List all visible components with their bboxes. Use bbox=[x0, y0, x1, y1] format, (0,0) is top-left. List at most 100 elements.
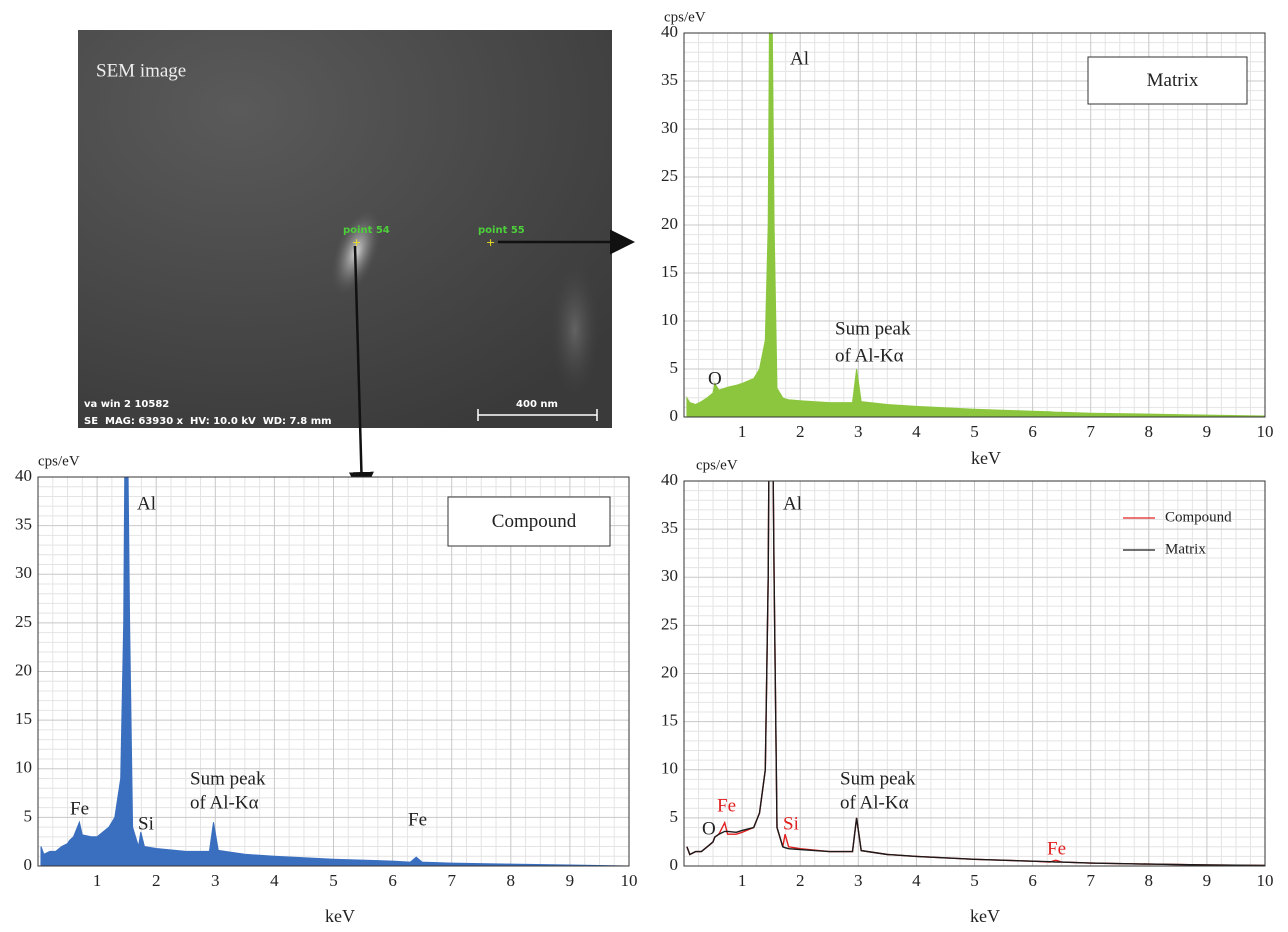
x-tick-label: 7 bbox=[1086, 871, 1095, 890]
x-tick-label: 1 bbox=[738, 871, 747, 890]
x-tick-label: 3 bbox=[854, 422, 863, 441]
sem-image: SEM image point 54 + point 55 + va win 2… bbox=[78, 30, 612, 428]
x-tick-label: 5 bbox=[329, 871, 338, 890]
y-tick-label: 0 bbox=[670, 406, 679, 425]
x-tick-label: 8 bbox=[507, 871, 516, 890]
x-tick-label: 7 bbox=[1086, 422, 1095, 441]
y-tick-label: 0 bbox=[670, 855, 679, 874]
plot-frame bbox=[37, 476, 630, 867]
y-tick-label: 35 bbox=[661, 70, 678, 89]
sem-title: SEM image bbox=[96, 60, 186, 81]
x-axis-label: keV bbox=[325, 906, 355, 926]
legend-box bbox=[447, 496, 611, 547]
annotation: Fe bbox=[408, 809, 427, 830]
x-tick-label: 10 bbox=[621, 871, 638, 890]
x-axis-label: keV bbox=[970, 906, 1000, 926]
annotation: Sum peak bbox=[835, 318, 911, 339]
annotation: O bbox=[708, 368, 722, 389]
y-tick-label: 20 bbox=[15, 660, 32, 679]
x-tick-label: 6 bbox=[1028, 871, 1037, 890]
x-tick-label: 1 bbox=[93, 871, 102, 890]
x-tick-label: 9 bbox=[1203, 871, 1212, 890]
y-axis-label: cps/eV bbox=[664, 9, 706, 25]
x-tick-label: 6 bbox=[1028, 422, 1037, 441]
point-label: point 54 bbox=[343, 225, 390, 236]
sem-info: va win 2 10582 bbox=[84, 399, 169, 410]
area bbox=[40, 477, 629, 866]
x-tick-label: 5 bbox=[970, 871, 979, 890]
sem-info: SE MAG: 63930 x HV: 10.0 kV WD: 7.8 mm bbox=[84, 416, 332, 427]
annotation: Al bbox=[137, 493, 156, 514]
x-tick-label: 8 bbox=[1145, 422, 1154, 441]
x-tick-label: 3 bbox=[211, 871, 220, 890]
legend-label: Compound bbox=[492, 511, 577, 532]
y-tick-label: 15 bbox=[661, 262, 678, 281]
y-tick-label: 30 bbox=[661, 566, 678, 585]
x-tick-label: 6 bbox=[388, 871, 397, 890]
y-tick-label: 40 bbox=[661, 470, 678, 489]
annotation: Fe bbox=[717, 795, 736, 816]
y-tick-label: 30 bbox=[661, 118, 678, 137]
annotation: Sum peak bbox=[190, 768, 266, 789]
arrow bbox=[348, 245, 374, 497]
y-tick-label: 30 bbox=[15, 563, 32, 582]
x-tick-label: 10 bbox=[1257, 422, 1274, 441]
sem-feature bbox=[550, 260, 600, 400]
chart: 1 2 3 4 5 6 7 8 9 10 0 5 10 15 20 25 30 35 40 cps/eV keV Comp… bbox=[661, 457, 1274, 926]
x-tick-label: 3 bbox=[854, 871, 863, 890]
x-tick-label: 7 bbox=[447, 871, 456, 890]
x-tick-label: 4 bbox=[912, 422, 921, 441]
x-tick-label: 4 bbox=[270, 871, 279, 890]
point-marker: + bbox=[486, 236, 495, 249]
x-tick-label: 9 bbox=[1203, 422, 1212, 441]
point-marker: + bbox=[352, 236, 361, 249]
x-tick-label: 2 bbox=[152, 871, 161, 890]
y-tick-label: 15 bbox=[15, 709, 32, 728]
y-tick-label: 40 bbox=[661, 22, 678, 41]
y-tick-label: 40 bbox=[15, 466, 32, 485]
y-tick-label: 5 bbox=[670, 807, 679, 826]
annotation: Si bbox=[783, 813, 799, 834]
annotation: Al bbox=[790, 48, 809, 69]
point-label: point 55 bbox=[478, 225, 525, 236]
y-axis-label: cps/eV bbox=[38, 453, 80, 469]
annotation: Fe bbox=[1047, 838, 1066, 859]
chart: 1 2 3 4 5 6 7 8 9 10 0 5 10 15 20 25 30 35 40 cps/eV keV Comp… bbox=[15, 453, 638, 926]
plot-frame bbox=[683, 480, 1266, 867]
y-tick-label: 20 bbox=[661, 662, 678, 681]
annotation: Si bbox=[138, 813, 154, 834]
x-tick-label: 5 bbox=[970, 422, 979, 441]
y-tick-label: 25 bbox=[15, 612, 32, 631]
y-tick-label: 10 bbox=[661, 759, 678, 778]
x-tick-label: 4 bbox=[912, 871, 921, 890]
y-tick-label: 35 bbox=[15, 515, 32, 534]
scale-bar-label: 400 nm bbox=[516, 399, 558, 410]
y-tick-label: 25 bbox=[661, 614, 678, 633]
annotation: of Al-Kα bbox=[835, 345, 904, 366]
y-tick-label: 20 bbox=[661, 214, 678, 233]
legend-label: Matrix bbox=[1165, 541, 1206, 557]
x-tick-label: 1 bbox=[738, 422, 747, 441]
annotation: Al bbox=[783, 493, 802, 514]
y-tick-label: 35 bbox=[661, 518, 678, 537]
annotation: of Al-Kα bbox=[840, 792, 909, 813]
x-axis-label: keV bbox=[971, 448, 1001, 468]
annotation: O bbox=[702, 818, 716, 839]
legend-box bbox=[1087, 56, 1248, 105]
area bbox=[686, 33, 1265, 417]
y-tick-label: 15 bbox=[661, 711, 678, 730]
y-tick-label: 25 bbox=[661, 166, 678, 185]
legend-label: Matrix bbox=[1147, 70, 1199, 91]
plot-frame bbox=[683, 32, 1266, 418]
y-tick-label: 0 bbox=[24, 855, 33, 874]
x-tick-label: 10 bbox=[1257, 871, 1274, 890]
x-tick-label: 9 bbox=[566, 871, 575, 890]
y-axis-label: cps/eV bbox=[696, 457, 738, 473]
annotation: of Al-Kα bbox=[190, 792, 259, 813]
y-tick-label: 5 bbox=[24, 806, 33, 825]
y-tick-label: 10 bbox=[661, 310, 678, 329]
x-tick-label: 2 bbox=[796, 422, 805, 441]
annotation: Sum peak bbox=[840, 768, 916, 789]
